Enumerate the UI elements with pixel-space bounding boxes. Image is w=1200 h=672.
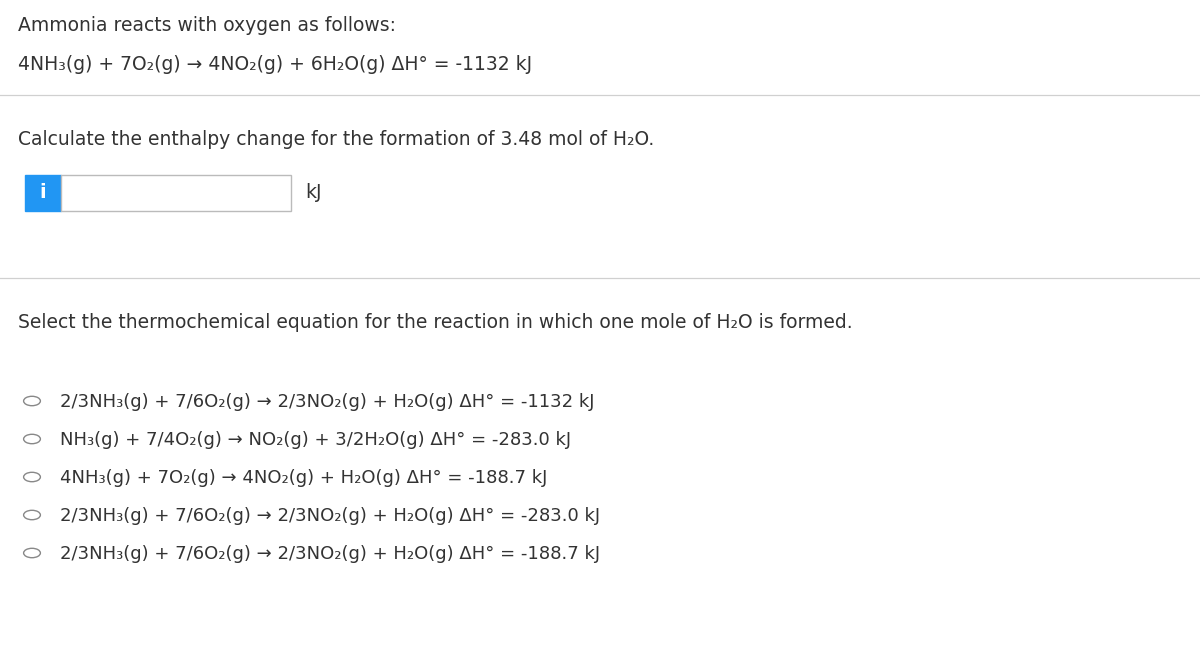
Text: i: i xyxy=(40,183,47,202)
Text: Calculate the enthalpy change for the formation of 3.48 mol of H₂O.: Calculate the enthalpy change for the fo… xyxy=(18,130,654,149)
Text: Select the thermochemical equation for the reaction in which one mole of H₂O is : Select the thermochemical equation for t… xyxy=(18,313,853,332)
Text: 2/3NH₃(g) + 7/6O₂(g) → 2/3NO₂(g) + H₂O(g) ΔH° = -283.0 kJ: 2/3NH₃(g) + 7/6O₂(g) → 2/3NO₂(g) + H₂O(g… xyxy=(60,507,600,525)
Text: Ammonia reacts with oxygen as follows:: Ammonia reacts with oxygen as follows: xyxy=(18,16,396,35)
Text: 2/3NH₃(g) + 7/6O₂(g) → 2/3NO₂(g) + H₂O(g) ΔH° = -1132 kJ: 2/3NH₃(g) + 7/6O₂(g) → 2/3NO₂(g) + H₂O(g… xyxy=(60,393,594,411)
Text: 4NH₃(g) + 7O₂(g) → 4NO₂(g) + 6H₂O(g) ΔH° = -1132 kJ: 4NH₃(g) + 7O₂(g) → 4NO₂(g) + 6H₂O(g) ΔH°… xyxy=(18,55,532,74)
Text: 4NH₃(g) + 7O₂(g) → 4NO₂(g) + H₂O(g) ΔH° = -188.7 kJ: 4NH₃(g) + 7O₂(g) → 4NO₂(g) + H₂O(g) ΔH° … xyxy=(60,469,547,487)
Text: kJ: kJ xyxy=(305,183,322,202)
Text: NH₃(g) + 7/4O₂(g) → NO₂(g) + 3/2H₂O(g) ΔH° = -283.0 kJ: NH₃(g) + 7/4O₂(g) → NO₂(g) + 3/2H₂O(g) Δ… xyxy=(60,431,571,449)
Text: 2/3NH₃(g) + 7/6O₂(g) → 2/3NO₂(g) + H₂O(g) ΔH° = -188.7 kJ: 2/3NH₃(g) + 7/6O₂(g) → 2/3NO₂(g) + H₂O(g… xyxy=(60,545,600,563)
